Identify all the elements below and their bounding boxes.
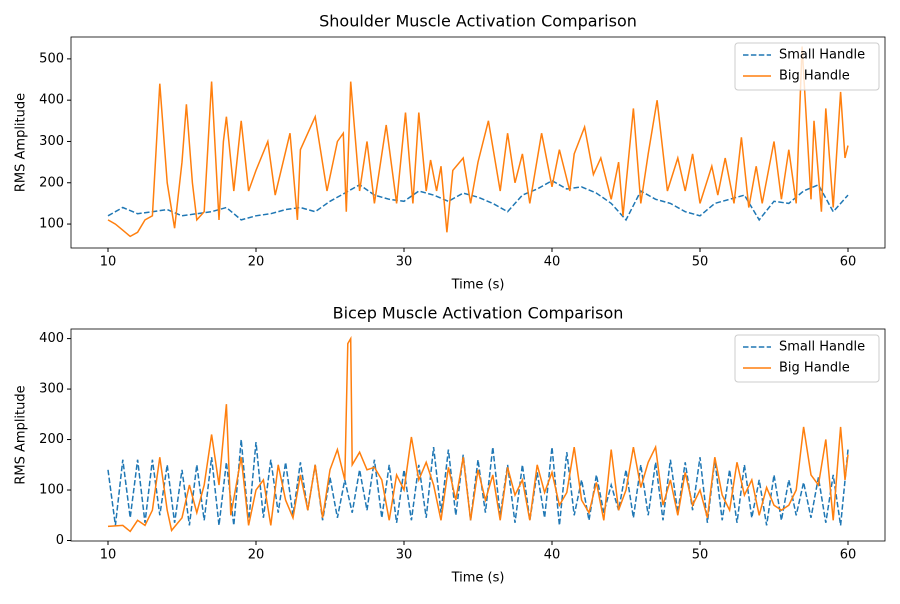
y-tick-label: 400	[39, 331, 64, 346]
series-line	[107, 46, 849, 238]
series-line	[107, 335, 849, 533]
y-tick-label: 300	[39, 134, 64, 149]
y-tick-label: 100	[39, 483, 64, 498]
x-tick-label: 20	[248, 548, 265, 563]
x-tick-label: 10	[100, 255, 117, 270]
series-line	[107, 439, 849, 526]
x-tick-label: 40	[544, 548, 561, 563]
legend-label: Big Handle	[779, 361, 850, 376]
x-tick-label: 10	[100, 548, 117, 563]
y-tick-label: 0	[56, 533, 64, 548]
y-axis-label: RMS Amplitude	[14, 385, 29, 484]
y-tick-label: 400	[39, 93, 64, 108]
x-tick-label: 50	[692, 548, 709, 563]
chart-title: Bicep Muscle Activation Comparison	[333, 304, 624, 323]
legend-label: Small Handle	[779, 48, 865, 63]
legend-label: Small Handle	[779, 340, 865, 355]
x-tick-label: 20	[248, 255, 265, 270]
x-axis-label: Time (s)	[451, 278, 505, 293]
x-tick-label: 30	[396, 548, 413, 563]
x-axis-label: Time (s)	[451, 571, 505, 586]
y-axis-label: RMS Amplitude	[14, 93, 29, 192]
y-tick-label: 200	[39, 175, 64, 190]
y-tick-label: 300	[39, 382, 64, 397]
legend-label: Big Handle	[779, 69, 850, 84]
y-tick-label: 500	[39, 51, 64, 66]
x-tick-label: 50	[692, 255, 709, 270]
x-tick-label: 40	[544, 255, 561, 270]
x-tick-label: 60	[840, 255, 857, 270]
chart-title: Shoulder Muscle Activation Comparison	[319, 12, 637, 31]
y-tick-label: 200	[39, 432, 64, 447]
y-tick-label: 100	[39, 217, 64, 232]
axes-frame	[70, 328, 886, 542]
x-tick-label: 60	[840, 548, 857, 563]
series-line	[107, 179, 849, 222]
x-tick-label: 30	[396, 255, 413, 270]
axes-frame	[70, 36, 886, 249]
